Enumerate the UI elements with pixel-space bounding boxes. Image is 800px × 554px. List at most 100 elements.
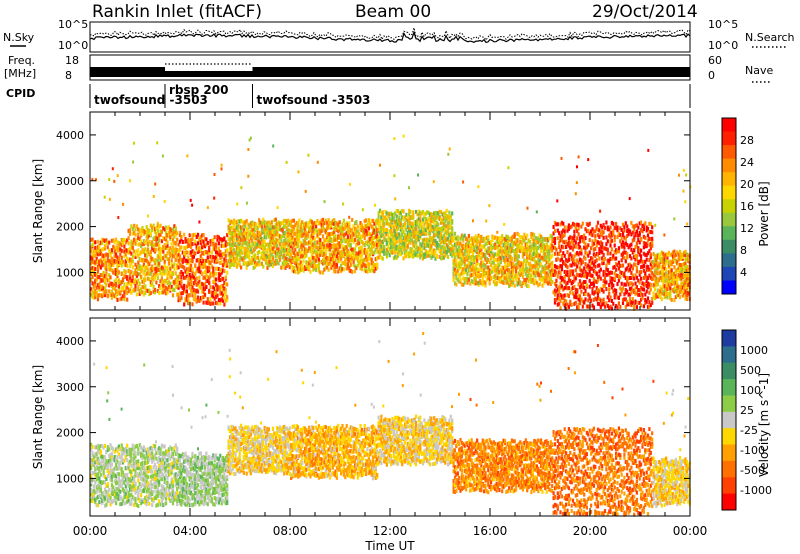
echo-cell xyxy=(310,255,313,260)
echo-cell xyxy=(240,186,243,190)
echo-cell xyxy=(330,223,333,228)
echo-cell xyxy=(476,245,479,249)
echo-cell xyxy=(163,227,166,232)
echo-cell xyxy=(290,219,293,224)
echo-cell xyxy=(481,260,484,265)
echo-cell xyxy=(578,236,582,241)
echo-cell xyxy=(608,271,611,276)
echo-cell xyxy=(471,244,475,249)
echo-cell xyxy=(408,186,410,190)
echo-cell xyxy=(205,237,208,242)
echo-cell xyxy=(463,262,466,267)
echo-cell xyxy=(467,249,470,254)
echo-cell xyxy=(524,263,527,268)
echo-cell xyxy=(553,288,557,293)
echo-cell xyxy=(420,222,423,227)
echo-cell xyxy=(523,278,526,283)
echo-cell xyxy=(94,240,97,245)
echo-cell xyxy=(452,271,455,276)
echo-cell xyxy=(252,242,255,247)
echo-cell xyxy=(373,221,376,226)
echo-cell xyxy=(302,250,305,255)
echo-cell xyxy=(620,281,623,286)
echo-cell xyxy=(423,214,426,219)
echo-cell xyxy=(573,301,576,306)
echo-cell xyxy=(183,245,186,250)
echo-cell xyxy=(153,229,157,234)
echo-cell xyxy=(245,265,248,270)
echo-cell xyxy=(437,242,440,247)
echo-cell xyxy=(209,254,212,259)
echo-cell xyxy=(155,269,158,274)
echo-cell xyxy=(319,252,322,257)
freq-bar xyxy=(90,67,165,77)
echo-cell xyxy=(581,260,584,265)
echo-cell xyxy=(138,228,141,233)
echo-cell xyxy=(205,273,208,278)
echo-cell xyxy=(99,251,102,256)
echo-cell xyxy=(470,279,473,284)
echo-cell xyxy=(588,294,591,299)
echo-cell xyxy=(508,268,511,273)
echo-cell xyxy=(501,246,504,251)
echo-cell xyxy=(531,257,534,262)
echo-cell xyxy=(212,255,215,260)
echo-cell xyxy=(258,262,261,267)
echo-cell xyxy=(305,250,308,255)
echo-cell xyxy=(546,247,550,252)
echo-cell xyxy=(102,275,105,280)
echo-cell xyxy=(517,248,520,252)
echo-cell xyxy=(474,279,477,284)
echo-cell xyxy=(202,290,205,295)
echo-cell xyxy=(174,280,177,285)
echo-cell xyxy=(603,246,607,251)
echo-cell xyxy=(141,285,144,289)
echo-cell xyxy=(398,243,401,248)
nsky-label: N.Sky xyxy=(3,31,35,44)
echo-cell xyxy=(110,284,113,289)
echo-cell xyxy=(221,276,225,281)
echo-cell xyxy=(315,254,318,259)
echo-cell xyxy=(567,243,570,248)
echo-cell xyxy=(189,198,192,202)
echo-cell xyxy=(288,265,291,270)
echo-cell xyxy=(219,272,222,277)
echo-cell xyxy=(331,250,334,255)
echo-cell xyxy=(496,230,499,234)
echo-cell xyxy=(176,284,179,289)
echo-cell xyxy=(230,236,233,241)
echo-cell xyxy=(608,283,611,287)
echo-cell xyxy=(602,258,605,262)
echo-cell xyxy=(416,220,419,225)
echo-cell xyxy=(592,247,595,252)
echo-cell xyxy=(120,248,123,253)
echo-cell xyxy=(594,296,597,301)
echo-cell xyxy=(140,287,143,292)
echo-cell xyxy=(538,253,541,258)
echo-cell xyxy=(423,212,426,217)
echo-cell xyxy=(492,253,495,258)
echo-cell xyxy=(187,275,190,280)
echo-cell xyxy=(571,291,575,296)
echo-cell xyxy=(156,254,159,258)
echo-cell xyxy=(490,270,493,275)
echo-cell xyxy=(538,233,541,238)
echo-cell xyxy=(553,269,557,274)
echo-cell xyxy=(313,256,316,261)
echo-cell xyxy=(552,231,555,236)
echo-cell xyxy=(515,242,518,247)
echo-cell xyxy=(237,219,240,223)
echo-cell xyxy=(324,252,327,257)
echo-cell xyxy=(441,236,444,241)
echo-cell xyxy=(270,232,273,237)
echo-cell xyxy=(415,209,418,214)
echo-cell xyxy=(287,263,290,267)
echo-cell xyxy=(465,270,468,275)
echo-cell xyxy=(146,276,150,281)
echo-cell xyxy=(117,270,120,275)
echo-cell xyxy=(451,244,454,249)
echo-cell xyxy=(528,277,532,282)
echo-cell xyxy=(515,250,518,255)
echo-cell xyxy=(524,277,527,282)
echo-cell xyxy=(348,229,351,234)
